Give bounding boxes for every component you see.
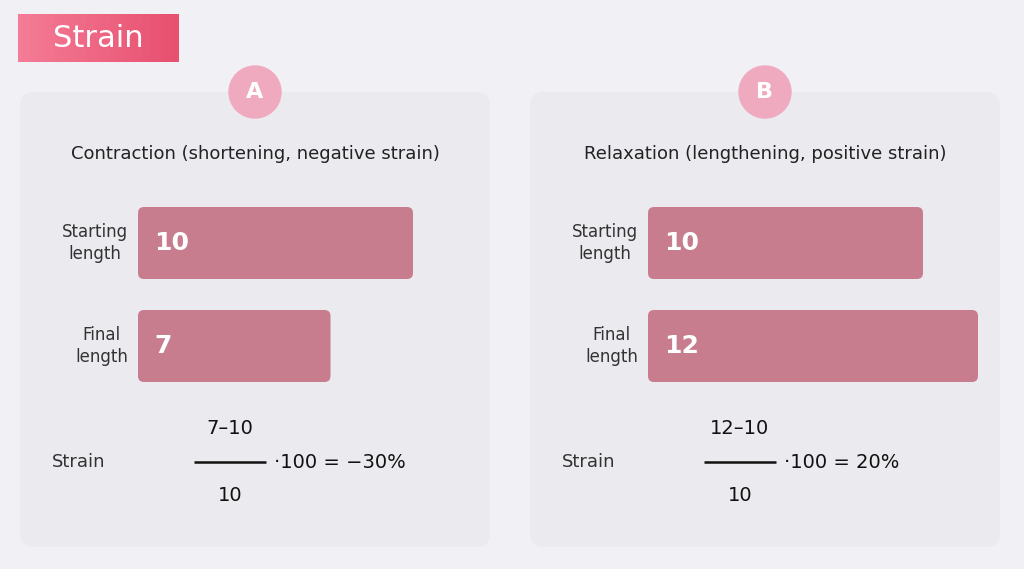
- Bar: [154, 14, 158, 62]
- Bar: [52, 14, 56, 62]
- Bar: [175, 14, 179, 62]
- FancyBboxPatch shape: [20, 92, 490, 547]
- Text: Relaxation (lengthening, positive strain): Relaxation (lengthening, positive strain…: [584, 145, 946, 163]
- Bar: [24, 14, 27, 62]
- Bar: [72, 14, 75, 62]
- Text: Starting
length: Starting length: [571, 223, 638, 263]
- Circle shape: [229, 66, 281, 118]
- Bar: [143, 14, 147, 62]
- Bar: [20, 14, 25, 62]
- Bar: [32, 14, 35, 62]
- Bar: [165, 14, 168, 62]
- Text: Contraction (shortening, negative strain): Contraction (shortening, negative strain…: [71, 145, 439, 163]
- Text: A: A: [247, 82, 263, 102]
- Bar: [50, 14, 53, 62]
- Bar: [167, 14, 171, 62]
- Bar: [100, 14, 104, 62]
- Bar: [47, 14, 51, 62]
- Text: Final
length: Final length: [75, 326, 128, 366]
- Bar: [157, 14, 161, 62]
- Bar: [109, 14, 113, 62]
- Bar: [138, 14, 141, 62]
- Bar: [42, 14, 46, 62]
- Text: 10: 10: [728, 486, 753, 505]
- Bar: [120, 14, 123, 62]
- Text: 7: 7: [154, 334, 171, 358]
- Text: 7–10: 7–10: [207, 419, 253, 438]
- Text: 12: 12: [664, 334, 698, 358]
- Bar: [162, 14, 166, 62]
- FancyBboxPatch shape: [138, 310, 331, 382]
- Bar: [60, 14, 65, 62]
- Bar: [58, 14, 61, 62]
- Bar: [148, 14, 153, 62]
- Bar: [160, 14, 163, 62]
- Bar: [173, 14, 176, 62]
- Bar: [133, 14, 136, 62]
- Text: ·100 = −30%: ·100 = −30%: [274, 452, 406, 472]
- Text: Final
length: Final length: [585, 326, 638, 366]
- Bar: [29, 14, 33, 62]
- Bar: [95, 14, 99, 62]
- Bar: [170, 14, 174, 62]
- Bar: [39, 14, 43, 62]
- Text: 10: 10: [664, 231, 699, 255]
- Text: 10: 10: [154, 231, 189, 255]
- Circle shape: [739, 66, 791, 118]
- Text: 10: 10: [218, 486, 243, 505]
- Bar: [34, 14, 38, 62]
- Bar: [122, 14, 126, 62]
- Bar: [112, 14, 115, 62]
- FancyBboxPatch shape: [648, 310, 978, 382]
- Bar: [146, 14, 150, 62]
- Bar: [127, 14, 131, 62]
- Bar: [77, 14, 80, 62]
- Bar: [103, 14, 106, 62]
- Text: Strain: Strain: [562, 453, 615, 471]
- Bar: [82, 14, 86, 62]
- Bar: [63, 14, 67, 62]
- Bar: [66, 14, 70, 62]
- FancyBboxPatch shape: [530, 92, 1000, 547]
- Bar: [85, 14, 88, 62]
- Bar: [130, 14, 134, 62]
- Bar: [79, 14, 83, 62]
- Bar: [106, 14, 110, 62]
- Bar: [26, 14, 30, 62]
- Bar: [152, 14, 155, 62]
- Bar: [90, 14, 93, 62]
- Bar: [117, 14, 121, 62]
- Bar: [140, 14, 144, 62]
- Bar: [55, 14, 59, 62]
- Bar: [69, 14, 73, 62]
- Bar: [74, 14, 78, 62]
- Bar: [45, 14, 48, 62]
- Bar: [98, 14, 101, 62]
- Bar: [135, 14, 139, 62]
- Bar: [114, 14, 118, 62]
- Text: 12–10: 12–10: [711, 419, 770, 438]
- FancyBboxPatch shape: [648, 207, 923, 279]
- Bar: [125, 14, 128, 62]
- Bar: [18, 14, 22, 62]
- Text: ·100 = 20%: ·100 = 20%: [784, 452, 899, 472]
- Bar: [92, 14, 96, 62]
- Bar: [87, 14, 91, 62]
- Text: Strain: Strain: [52, 23, 143, 52]
- Bar: [37, 14, 40, 62]
- FancyBboxPatch shape: [138, 207, 413, 279]
- Text: Strain: Strain: [52, 453, 105, 471]
- Text: B: B: [757, 82, 773, 102]
- Text: Starting
length: Starting length: [61, 223, 128, 263]
